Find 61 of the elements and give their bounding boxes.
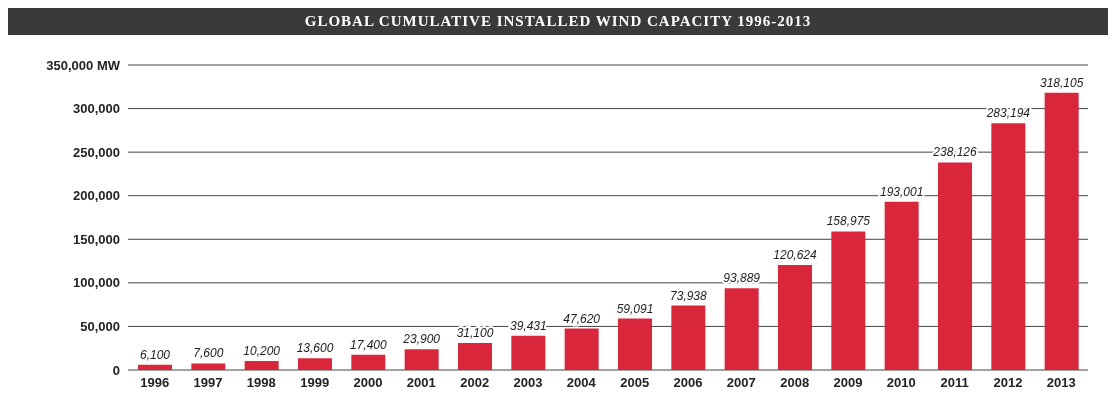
data-label: 318,105	[1039, 75, 1084, 90]
y-tick-label: 50,000	[80, 319, 120, 335]
x-tick-label: 1998	[246, 375, 276, 391]
x-tick-label: 2007	[726, 375, 756, 391]
bar	[511, 335, 546, 370]
x-tick-label: 2003	[513, 375, 543, 391]
x-tick-label: 1997	[193, 375, 223, 391]
data-label: 47,620	[563, 311, 601, 326]
data-label: 238,126	[932, 145, 978, 160]
bar	[724, 288, 759, 370]
x-tick-label: 2004	[566, 375, 597, 391]
bar	[298, 358, 332, 370]
data-label: 23,900	[402, 332, 441, 347]
data-label: 7,600	[193, 346, 224, 361]
data-label: 283,194	[985, 106, 1031, 121]
bar	[831, 231, 866, 370]
data-label: 120,624	[773, 247, 818, 262]
bar	[191, 363, 226, 370]
bar	[138, 364, 172, 370]
data-label: 93,889	[723, 271, 761, 286]
x-tick-label: 2008	[780, 375, 810, 391]
data-label: 73,938	[669, 288, 708, 303]
x-tick-label: 2006	[673, 375, 703, 391]
bar	[1044, 92, 1079, 370]
bar	[671, 305, 706, 370]
y-tick-label: 100,000	[73, 275, 120, 291]
y-tick-label: 0	[112, 362, 120, 378]
y-tick-label: 200,000	[73, 188, 120, 204]
data-label: 13,600	[296, 341, 334, 356]
bar	[458, 342, 492, 370]
x-tick-label: 2002	[460, 375, 490, 391]
y-tick-label: 150,000	[73, 231, 120, 247]
bar	[244, 361, 279, 370]
x-tick-label: 2012	[993, 375, 1023, 391]
bar	[404, 349, 439, 370]
x-tick-label: 2001	[406, 375, 436, 391]
x-tick-label: 1996	[140, 375, 170, 391]
bar	[564, 328, 599, 370]
bar	[884, 201, 919, 370]
data-label: 59,091	[616, 301, 654, 316]
x-tick-label: 2010	[886, 375, 916, 391]
x-tick-label: 2005	[620, 375, 650, 391]
bar	[618, 318, 652, 370]
y-tick-label: 350,000 MW	[46, 57, 121, 73]
x-tick-label: 2000	[353, 375, 383, 391]
bar	[778, 264, 812, 370]
x-tick-label: 2011	[940, 375, 969, 391]
bar	[351, 354, 386, 370]
chart-title: GLOBAL CUMULATIVE INSTALLED WIND CAPACITY 1996-2013	[8, 8, 1108, 35]
x-tick-label: 2013	[1046, 375, 1076, 391]
x-tick-label: 2009	[833, 375, 863, 391]
bar	[991, 123, 1026, 370]
y-tick-label: 300,000	[73, 101, 120, 117]
y-tick-label: 250,000	[73, 144, 120, 160]
data-label: 17,400	[349, 337, 388, 352]
data-label: 31,100	[456, 325, 494, 340]
data-label: 6,100	[139, 347, 171, 362]
bar	[938, 162, 972, 370]
data-label: 158,975	[826, 214, 871, 229]
data-label: 10,200	[243, 344, 281, 359]
x-tick-label: 1999	[300, 375, 330, 391]
